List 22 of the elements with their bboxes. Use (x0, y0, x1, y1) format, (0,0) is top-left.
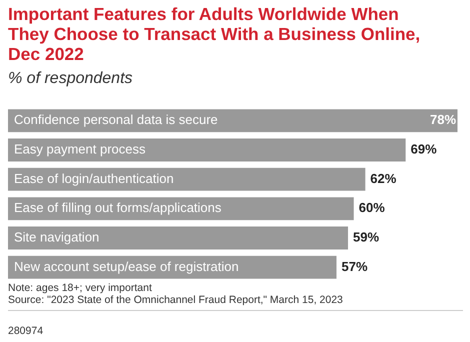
data-label: 57% (341, 258, 368, 274)
y-tick-label: Ease of login/authentication (14, 170, 174, 186)
y-tick-label: New account setup/ease of registration (14, 258, 239, 274)
chart-title: Important Features for Adults Worldwide When They Choose to Transact With a Business Online, Dec 2022 (8, 4, 422, 64)
y-tick-label: Easy payment process (14, 142, 146, 157)
bar (8, 226, 348, 250)
text: 280974 (8, 325, 44, 337)
bar (8, 109, 458, 132)
y-tick-label: Ease of filling out forms/applications (14, 200, 222, 216)
y-tick-label: Confidence personal data is secure (14, 112, 218, 128)
data-label: 78% (430, 112, 456, 128)
bar (8, 138, 406, 162)
data-label: 69% (410, 142, 438, 157)
text: Note: ages 18+; very important (8, 282, 153, 294)
chart-subtitle: % of respondents (8, 70, 133, 88)
y-tick-label: Site navigation (14, 230, 100, 245)
bar (8, 168, 366, 191)
source-note: Source: "2023 State of the Omnichannel Fraud Report," March 15, 2023 (8, 294, 344, 306)
data-label: 60% (358, 200, 386, 216)
data-label: 59% (353, 230, 380, 245)
bar (8, 197, 354, 220)
data-label: 62% (370, 170, 397, 186)
